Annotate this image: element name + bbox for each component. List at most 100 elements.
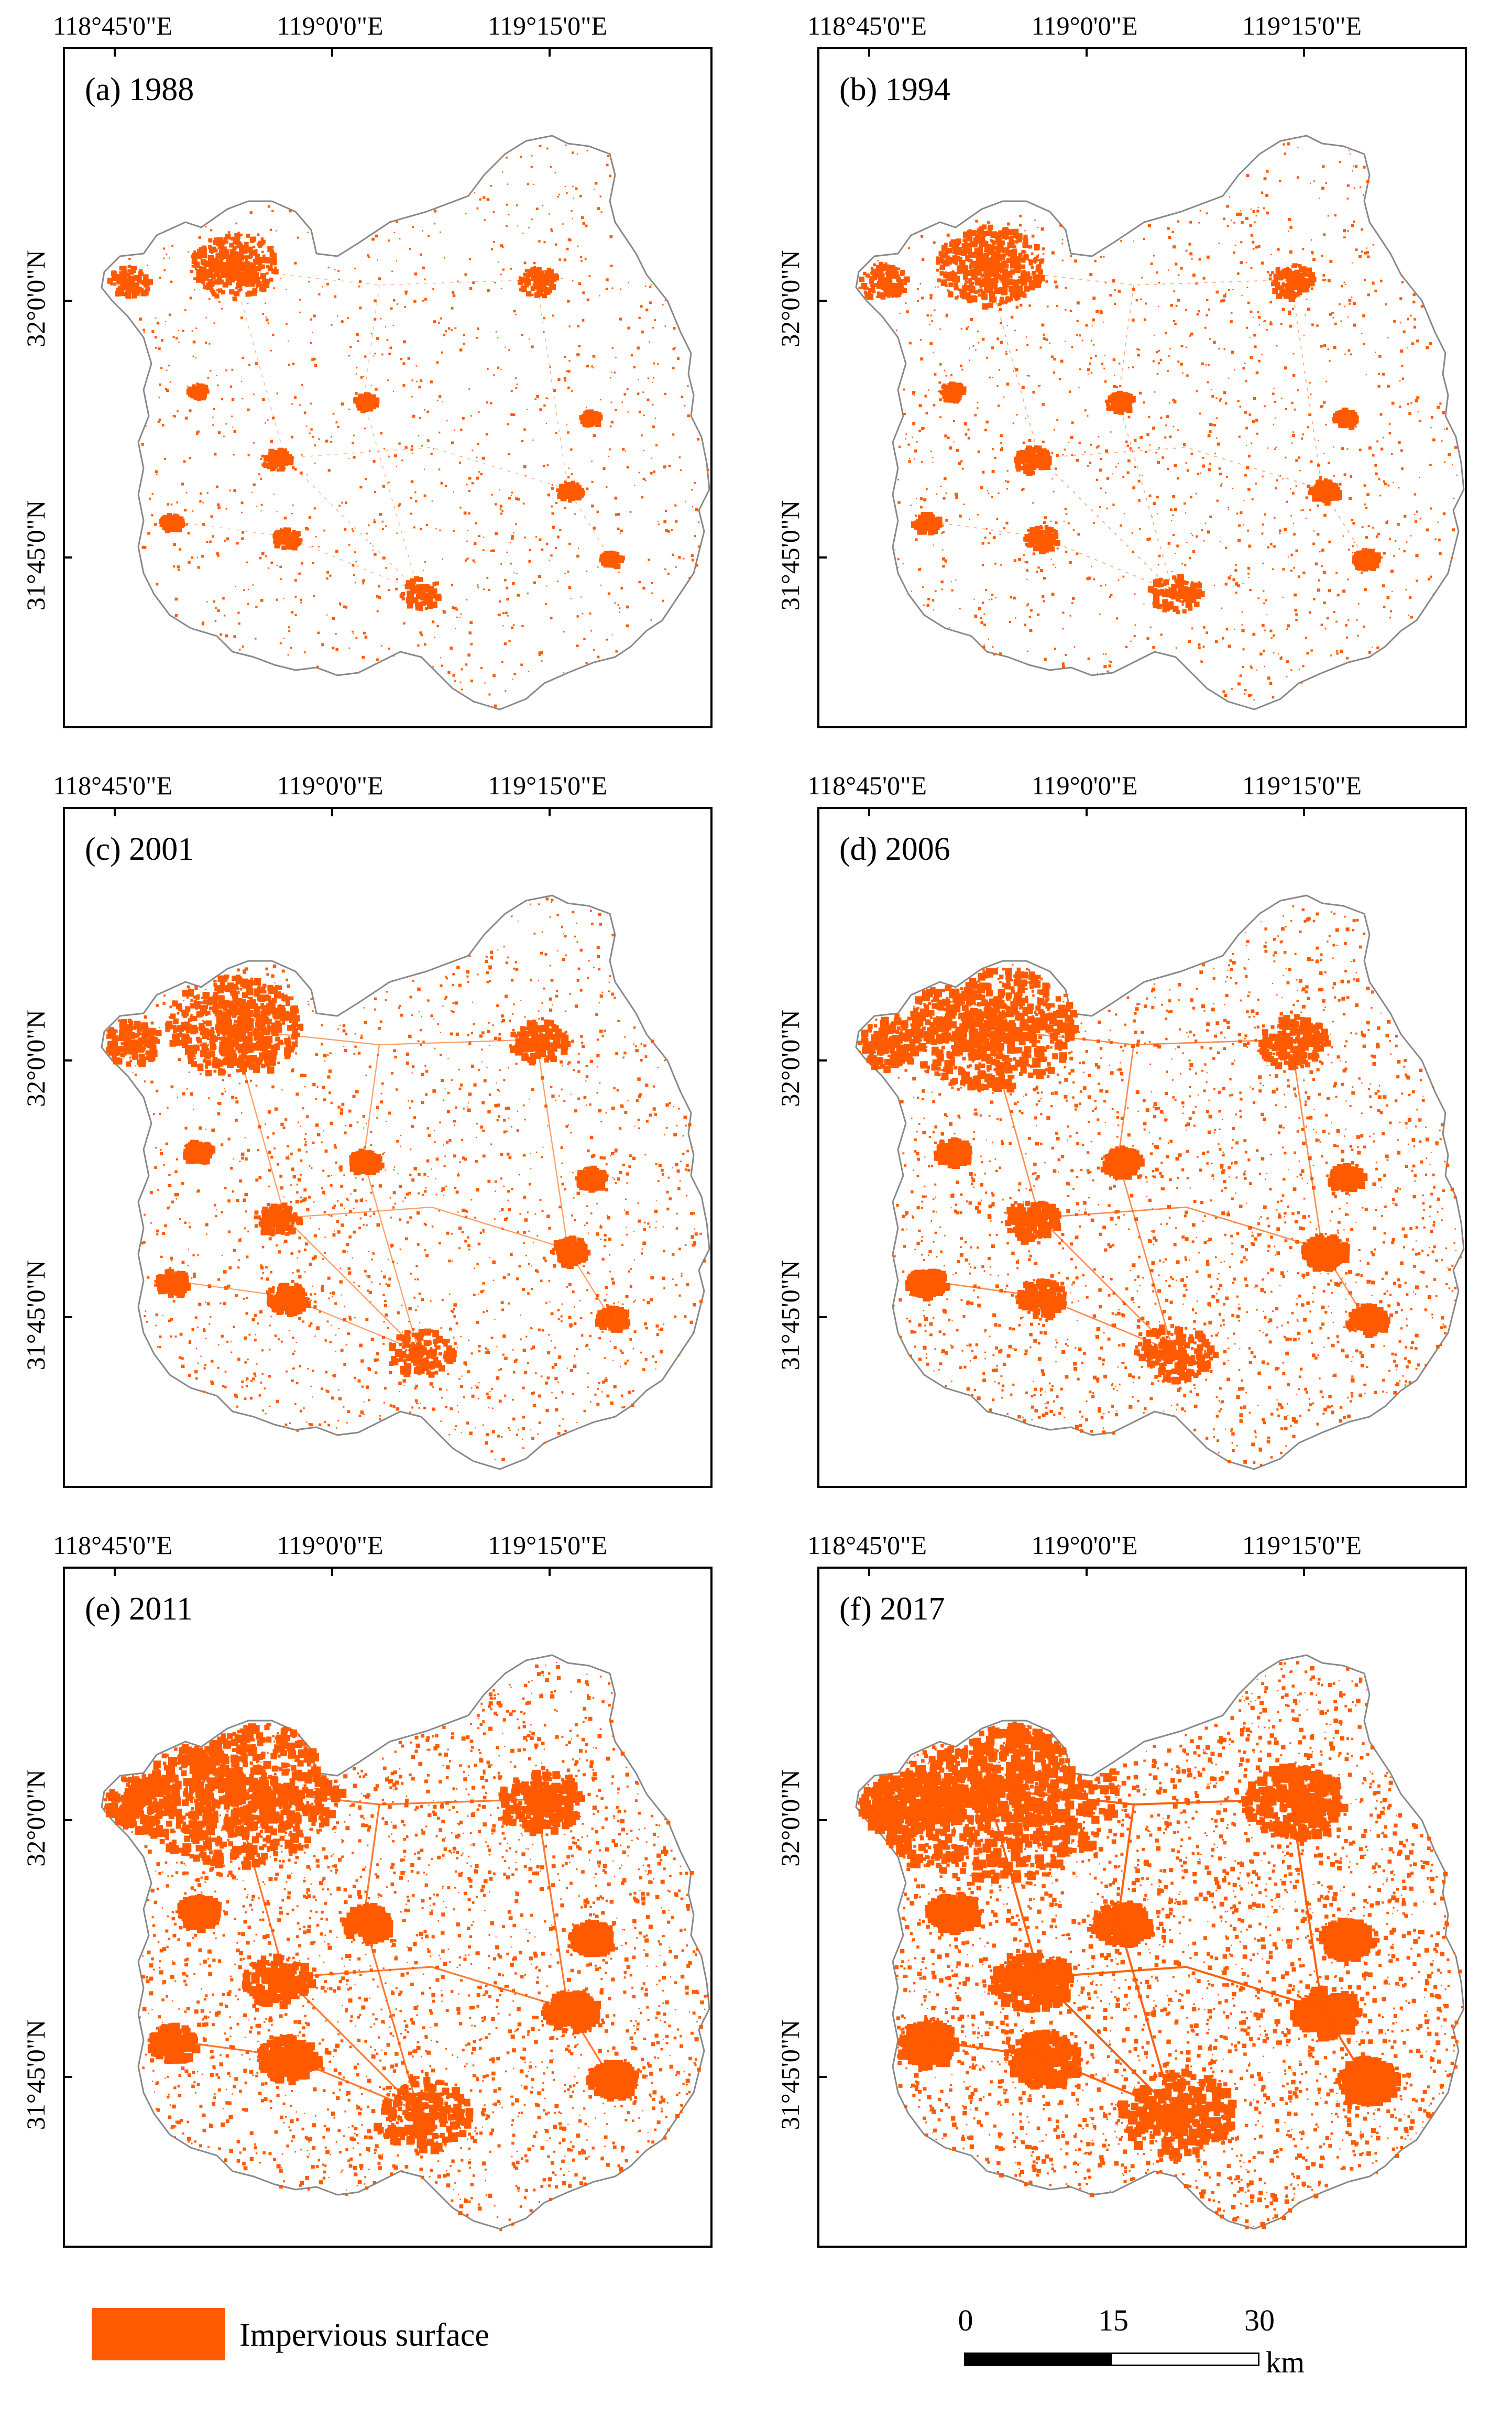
road-feature (363, 1044, 420, 1352)
longitude-tick-mark (114, 809, 116, 816)
region-boundary (101, 894, 710, 1470)
road-feature (1290, 279, 1365, 558)
latitude-tick-mark (65, 1316, 72, 1318)
region-boundary (855, 135, 1465, 710)
latitude-tick-mark (65, 556, 72, 559)
latitude-label: 31°45'0"N (775, 2019, 805, 2130)
impervious-surface-layer (106, 897, 706, 1461)
impervious-map (101, 894, 710, 1470)
road-feature (987, 269, 1291, 286)
road-feature (1117, 1044, 1174, 1352)
legend-swatch-impervious (92, 2308, 225, 2360)
latitude-label: 32°0'0"N (775, 250, 805, 347)
region-boundary (101, 135, 710, 710)
longitude-label: 118°45'0"E (807, 11, 927, 40)
scale-tick-15: 15 (1098, 2303, 1128, 2337)
impervious-surface-layer (858, 1661, 1464, 2229)
map-panel-2006: 118°45'0"E 119°0'0"E 119°15'0"E 32°0'0"N 31°… (754, 760, 1498, 1504)
longitude-label: 119°0'0"E (277, 771, 384, 800)
map-frame: (d) 2006 (817, 807, 1467, 1488)
latitude-label: 31°45'0"N (21, 2019, 50, 2130)
scale-bar-graphic (964, 2353, 1259, 2366)
panel-label: (f) 2017 (839, 1591, 945, 1627)
road-feature (536, 279, 610, 558)
longitude-tick-mark (114, 1569, 116, 1576)
longitude-tick-mark (331, 1569, 333, 1576)
longitude-tick-mark (1303, 1569, 1305, 1576)
longitude-label: 118°45'0"E (807, 771, 927, 800)
longitude-tick-mark (1086, 1569, 1088, 1576)
longitude-tick-mark (331, 49, 333, 57)
impervious-surface-layer (858, 142, 1458, 703)
longitude-tick-mark (331, 809, 333, 816)
latitude-label: 31°45'0"N (21, 500, 50, 611)
map-panel-2017: 118°45'0"E 119°0'0"E 119°15'0"E 32°0'0"N 31°… (754, 1519, 1498, 2263)
impervious-pixels (858, 905, 1463, 1467)
impervious-pixels (858, 142, 1458, 703)
longitude-label: 118°45'0"E (52, 771, 173, 800)
impervious-map (101, 1654, 710, 2231)
road-feature (1116, 1804, 1174, 2111)
latitude-label: 32°0'0"N (21, 1769, 50, 1867)
longitude-tick-mark (1086, 49, 1088, 57)
longitude-label: 119°0'0"E (1031, 11, 1138, 40)
longitude-label: 119°0'0"E (1031, 1530, 1138, 1560)
latitude-label: 31°45'0"N (775, 1260, 805, 1371)
impervious-map (855, 894, 1465, 1470)
impervious-map (101, 135, 710, 710)
scale-bar: 0 15 30 km (933, 2303, 1352, 2387)
longitude-label: 119°0'0"E (1031, 771, 1138, 800)
longitude-tick-mark (868, 809, 870, 816)
latitude-tick-mark (819, 2076, 827, 2078)
road-feature (1039, 1206, 1323, 1250)
road-feature (924, 2039, 1174, 2112)
latitude-label: 32°0'0"N (21, 1010, 50, 1107)
latitude-label: 32°0'0"N (775, 1769, 805, 1867)
impervious-pixels (104, 1662, 709, 2231)
road-feature (924, 520, 1174, 592)
longitude-label: 118°45'0"E (52, 11, 173, 40)
road-feature (284, 1206, 568, 1250)
scale-tick-30: 30 (1244, 2303, 1275, 2337)
longitude-label: 119°15'0"E (1242, 771, 1362, 800)
panel-label: (c) 2001 (85, 831, 194, 867)
map-panel-2011: 118°45'0"E 119°0'0"E 119°15'0"E 32°0'0"N 31°… (0, 1519, 744, 2263)
panel-label: (d) 2006 (839, 831, 950, 867)
latitude-label: 31°45'0"N (21, 1260, 50, 1371)
longitude-label: 118°45'0"E (807, 1530, 927, 1560)
impervious-pixels (107, 144, 709, 708)
longitude-tick-mark (1303, 809, 1305, 816)
road-feature (232, 269, 419, 592)
road-feature (1039, 1965, 1323, 2010)
latitude-tick-mark (65, 1819, 72, 1821)
impervious-map (855, 1654, 1465, 2230)
map-frame: (f) 2017 (817, 1567, 1467, 2248)
impervious-pixels (858, 1661, 1464, 2229)
latitude-tick-mark (819, 556, 827, 559)
panel-label: (a) 1988 (85, 72, 194, 107)
panel-label: (b) 1994 (839, 72, 950, 107)
latitude-label: 32°0'0"N (775, 1010, 805, 1107)
legend-label: Impervious surface (239, 2317, 489, 2353)
region-boundary (101, 1654, 710, 2230)
impervious-surface-layer (104, 1662, 709, 2231)
longitude-label: 119°0'0"E (277, 1530, 384, 1560)
latitude-tick-mark (819, 1819, 827, 1821)
road-feature (232, 269, 537, 286)
longitude-tick-mark (868, 49, 870, 57)
longitude-tick-mark (114, 49, 116, 57)
map-frame: (c) 2001 (63, 807, 713, 1488)
map-frame: (b) 1994 (817, 47, 1467, 728)
map-panel-2001: 118°45'0"E 119°0'0"E 119°15'0"E 32°0'0"N 31°… (0, 760, 744, 1504)
latitude-tick-mark (65, 1059, 72, 1062)
road-feature (169, 1279, 419, 1352)
map-frame: (a) 1988 (63, 47, 713, 728)
longitude-label: 119°15'0"E (487, 771, 608, 800)
latitude-tick-mark (819, 1316, 827, 1318)
longitude-label: 118°45'0"E (52, 1530, 173, 1560)
road-feature (284, 1966, 568, 2010)
road-feature (169, 2039, 419, 2112)
longitude-tick-mark (549, 1569, 551, 1576)
latitude-tick-mark (819, 300, 827, 302)
impervious-pixels (106, 897, 706, 1461)
